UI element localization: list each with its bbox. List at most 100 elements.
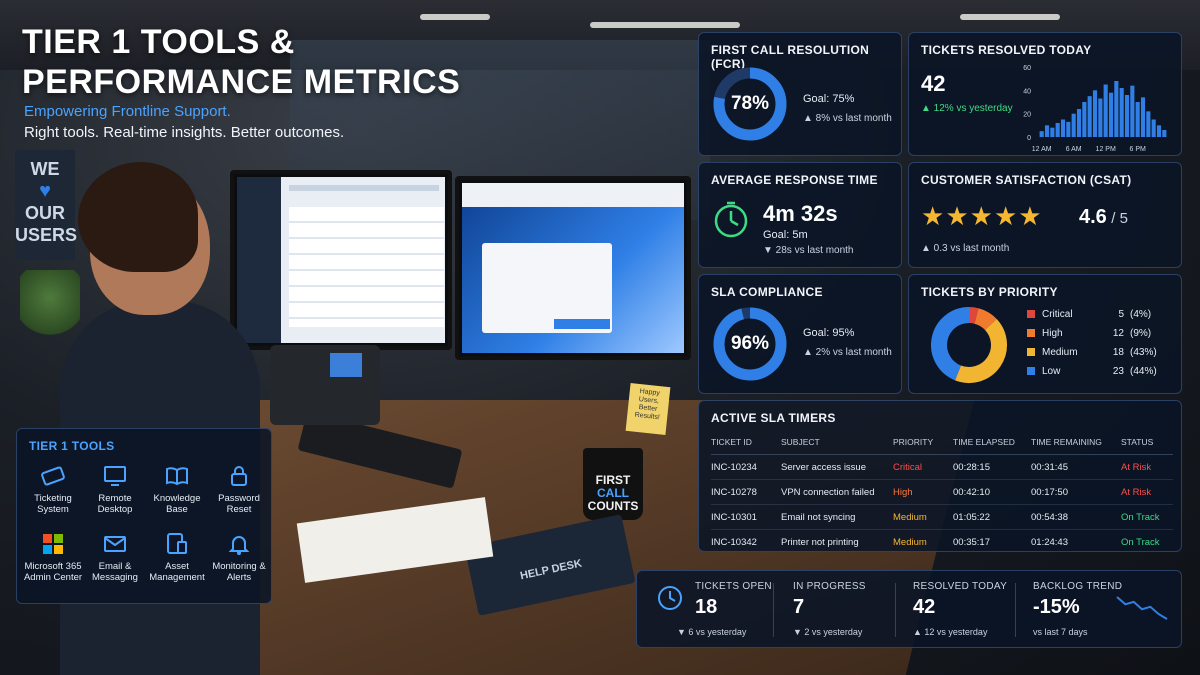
bar	[1076, 109, 1082, 137]
cell-subject: Printer not printing	[781, 537, 859, 548]
cell-id: INC-10278	[711, 479, 781, 505]
legend-swatch	[1027, 367, 1035, 376]
page-subtitle: Empowering Frontline Support.	[24, 103, 231, 120]
bar	[1103, 84, 1108, 137]
tool-password-reset[interactable]: Password Reset	[209, 463, 269, 515]
lock-icon	[231, 466, 247, 486]
table-row[interactable]: INC-10342 Printer not printing Medium 00:35…	[711, 530, 1173, 555]
tool-label: Knowledge Base	[153, 493, 201, 515]
star-icon: ★	[993, 201, 1019, 231]
tool-remote-desktop[interactable]: Remote Desktop	[85, 463, 145, 515]
tool-label: Ticketing System	[34, 493, 72, 515]
response-value: 4m 32s	[763, 201, 838, 226]
timers-title: ACTIVE SLA TIMERS	[711, 411, 836, 425]
star-icon: ★	[1018, 201, 1043, 231]
legend-count: 18	[1112, 347, 1124, 358]
priority-legend-item: Critical 5 (4%)	[1027, 309, 1173, 320]
resolved-trend-text: ▲ 12% vs yesterday	[921, 103, 1013, 114]
priority-donut-chart	[931, 307, 1007, 383]
sticky-note: Happy Users, Better Results!	[625, 383, 671, 435]
divider	[773, 583, 774, 637]
we-love-our-users-banner: WE ♥ OUR USERS	[15, 150, 77, 260]
bar	[1135, 102, 1140, 137]
y-tick-label: 60	[1023, 65, 1031, 72]
col-subject: SUBJECT	[781, 437, 893, 455]
stat-label: BACKLOG TREND	[1033, 581, 1123, 592]
sla-value: 96%	[730, 333, 770, 354]
tool-ticketing-system[interactable]: Ticketing System	[23, 463, 83, 515]
star-icon: ★	[945, 201, 970, 231]
sla-compliance-card: SLA COMPLIANCE 96% Goal: 95% ▲ 2% vs las…	[698, 274, 902, 394]
bar	[1098, 98, 1103, 137]
sticky-text: Happy Users, Better Results!	[634, 388, 661, 422]
bar	[1151, 119, 1156, 137]
legend-label: Critical	[1042, 309, 1073, 320]
y-tick-label: 0	[1027, 135, 1031, 142]
fcr-title: FIRST CALL RESOLUTION (FCR)	[711, 43, 870, 71]
tool-label: Remote Desktop	[97, 493, 133, 515]
stat-label: RESOLVED TODAY	[913, 581, 1008, 592]
tool-asset-management[interactable]: Asset Management	[147, 531, 207, 583]
response-title: AVERAGE RESPONSE TIME	[711, 173, 878, 187]
col-time-remaining: TIME REMAINING	[1031, 437, 1121, 455]
cell-remaining: 00:17:50	[1031, 479, 1121, 505]
tools-title: TIER 1 TOOLS	[29, 439, 115, 453]
stat-label: IN PROGRESS	[793, 581, 866, 592]
cell-status: On Track	[1121, 504, 1173, 530]
first-call-counts-mug: FIRST CALL COUNTS	[583, 448, 643, 520]
table-row[interactable]: INC-10234 Server access issue Critical 00:2…	[711, 454, 1173, 480]
divider	[1015, 583, 1016, 637]
bar	[1130, 85, 1135, 137]
resolved-title: TICKETS RESOLVED TODAY	[921, 43, 1092, 57]
col-ticket-id: TICKET ID	[711, 437, 781, 455]
table-row[interactable]: INC-10278 VPN connection failed High 00:42:…	[711, 479, 1173, 505]
bar	[1055, 123, 1060, 137]
tool-email-messaging[interactable]: Email & Messaging	[85, 531, 145, 583]
tool-monitoring-alerts[interactable]: Monitoring & Alerts	[209, 531, 269, 583]
legend-label: Low	[1042, 366, 1061, 377]
fcr-ring: 78%	[711, 65, 789, 143]
left-monitor	[230, 170, 452, 350]
table-row[interactable]: INC-10301 Email not syncing Medium 01:05:22…	[711, 504, 1173, 530]
csat-title: CUSTOMER SATISFACTION (CSAT)	[921, 173, 1132, 187]
cell-id: INC-10234	[711, 454, 781, 480]
fcr-value: 78%	[730, 93, 770, 114]
fcr-ring-chart	[713, 67, 787, 141]
bar	[1044, 125, 1050, 137]
tool-label: Password Reset	[218, 493, 260, 515]
donut-slice-medium	[955, 318, 1007, 383]
tool-label: Email & Messaging	[92, 561, 138, 583]
stopwatch-icon	[714, 201, 748, 238]
page-tagline: Right tools. Real-time insights. Better …	[24, 124, 345, 141]
bell-icon	[228, 536, 250, 555]
mail-icon	[104, 536, 126, 552]
col-priority: PRIORITY	[893, 437, 953, 455]
resolved-trend: ▲ 12% vs yesterday	[921, 103, 1013, 114]
tier1-tools-panel: TIER 1 TOOLS Ticketing System Remote Des…	[16, 428, 272, 604]
bar	[1162, 130, 1167, 137]
tool-microsoft-365-admin[interactable]: Microsoft 365 Admin Center	[23, 531, 83, 583]
bar	[1156, 125, 1162, 137]
cell-remaining: 00:54:38	[1031, 504, 1121, 530]
stat-value: 7	[793, 596, 805, 618]
ceiling-light	[590, 22, 740, 28]
cell-subject: Server access issue	[781, 454, 893, 480]
bar	[1071, 113, 1076, 137]
sla-timers-table: TICKET ID SUBJECT PRIORITY TIME ELAPSED …	[711, 437, 1173, 554]
clock-icon	[658, 586, 682, 610]
cell-subject: VPN connection failed	[781, 479, 893, 505]
support-agent-hair	[78, 162, 198, 272]
right-monitor	[455, 176, 691, 360]
col-time-elapsed: TIME ELAPSED	[953, 437, 1031, 455]
tool-knowledge-base[interactable]: Knowledge Base	[147, 463, 207, 515]
csat-card: CUSTOMER SATISFACTION (CSAT) ★★★★★ 4.6 /…	[908, 162, 1182, 268]
stat-in-progress-sub: ▼ 2 vs yesterday	[793, 627, 863, 637]
legend-percent: (4%)	[1130, 309, 1152, 320]
cell-remaining: 00:31:45	[1031, 454, 1121, 480]
legend-swatch	[1027, 329, 1035, 338]
legend-swatch	[1027, 310, 1035, 319]
bar	[1146, 111, 1151, 137]
device-icon	[167, 533, 187, 554]
stat-backlog-sub: vs last 7 days	[1033, 627, 1088, 637]
title-line-2: PERFORMANCE METRICS	[22, 63, 461, 101]
